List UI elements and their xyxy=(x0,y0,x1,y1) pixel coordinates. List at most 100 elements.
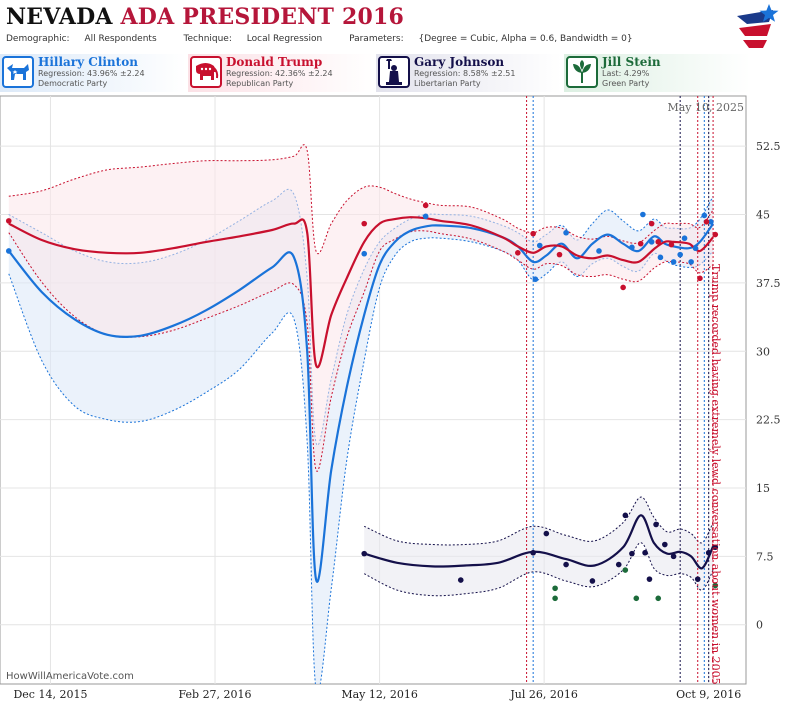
donald-trump-poll-point xyxy=(648,220,655,227)
donkey-icon xyxy=(2,56,34,88)
line-layer xyxy=(7,216,715,583)
x-tick-label: Jul 26, 2016 xyxy=(509,688,578,701)
hillary-clinton-poll-point xyxy=(536,242,543,249)
x-tick-label: May 12, 2016 xyxy=(341,688,418,701)
site-watermark: HowWillAmericaVote.com xyxy=(6,671,134,682)
hillary-clinton-poll-point xyxy=(692,245,699,252)
gary-johnson-poll-point xyxy=(705,549,712,556)
point-layer xyxy=(5,202,719,602)
y-tick-label: 45 xyxy=(756,209,770,222)
legend-trump-stat: Regression: 42.36% ±2.24 xyxy=(226,69,333,78)
hillary-clinton-poll-point xyxy=(629,244,635,251)
statue-of-liberty-icon xyxy=(378,56,410,88)
gary-johnson-regression-line xyxy=(363,514,715,570)
legend-clinton: Hillary Clinton Regression: 43.96% ±2.24… xyxy=(0,54,186,92)
gary-johnson-poll-point xyxy=(662,541,668,548)
hillary-clinton-poll-point xyxy=(361,250,368,257)
y-tick-label: 22.5 xyxy=(756,414,781,427)
legend-trump-party: Republican Party xyxy=(226,79,294,88)
donald-trump-poll-point xyxy=(655,239,662,245)
event-layer xyxy=(526,96,714,684)
parameters-line: Demographic: All Respondents Technique: … xyxy=(6,34,657,44)
legend-stein-party: Green Party xyxy=(602,79,650,88)
donald-trump-confidence-band xyxy=(8,144,714,472)
demographic-value: All Respondents xyxy=(84,34,157,44)
donald-trump-poll-point xyxy=(703,219,710,225)
y-tick-label: 0 xyxy=(756,619,763,632)
jill-stein-poll-point xyxy=(552,585,558,592)
title-contest: ADA PRESIDENT 2016 xyxy=(120,4,404,30)
tick-layer: 0 7.5 15 22.5 30 37.5 45 52.5 Dec 14, 2015 Feb 27… xyxy=(13,140,780,701)
parameters-value: {Degree = Cubic, Alpha = 0.6, Bandwidth … xyxy=(418,34,633,44)
gary-johnson-lower-bound xyxy=(363,542,714,597)
hillary-clinton-poll-point xyxy=(648,239,655,245)
hillary-clinton-poll-point xyxy=(688,259,694,265)
gary-johnson-poll-point xyxy=(629,550,635,557)
jill-stein-poll-point xyxy=(655,595,662,602)
jill-stein-poll-point xyxy=(712,582,719,589)
date-stamp: May 10, 2025 xyxy=(667,101,744,114)
hillary-clinton-poll-point xyxy=(640,211,646,218)
gary-johnson-poll-point xyxy=(712,544,719,551)
parameters-label: Parameters: xyxy=(349,34,404,44)
y-tick-label: 7.5 xyxy=(756,550,774,563)
hillary-clinton-poll-point xyxy=(422,213,429,220)
event-annotation: Trump recorded having extremely lewd con… xyxy=(709,264,722,685)
legend-johnson-stat: Regression: 8.58% ±2.51 xyxy=(414,69,516,78)
x-tick-label: Oct 9, 2016 xyxy=(676,688,741,701)
gary-johnson-poll-point xyxy=(615,561,622,568)
donald-trump-lower-bound xyxy=(8,230,714,472)
leaf-icon xyxy=(566,56,598,88)
x-tick-label: Dec 14, 2015 xyxy=(13,688,87,701)
gary-johnson-poll-point xyxy=(457,577,464,583)
site-logo-icon xyxy=(737,4,779,48)
demographic-label: Demographic: xyxy=(6,34,70,44)
gary-johnson-poll-point xyxy=(361,550,368,557)
gary-johnson-poll-point xyxy=(543,530,550,537)
hillary-clinton-poll-point xyxy=(532,276,539,283)
legend-stein-stat: Last: 4.29% xyxy=(602,69,650,78)
y-tick-label: 52.5 xyxy=(756,140,781,153)
hillary-clinton-regression-line xyxy=(7,222,715,583)
hillary-clinton-poll-point xyxy=(670,259,677,265)
hillary-clinton-poll-point xyxy=(681,235,688,242)
donald-trump-poll-point xyxy=(668,241,675,248)
title-state: NEVADA xyxy=(6,4,113,30)
gary-johnson-poll-point xyxy=(646,576,653,582)
donald-trump-poll-point xyxy=(697,275,703,282)
jill-stein-poll-point xyxy=(622,567,629,573)
y-tick-label: 37.5 xyxy=(756,277,781,290)
legend-stein-name: Jill Stein xyxy=(602,55,661,69)
x-tick-label: Feb 27, 2016 xyxy=(178,688,251,701)
jill-stein-poll-point xyxy=(552,595,558,602)
donald-trump-poll-point xyxy=(515,250,521,256)
hillary-clinton-poll-point xyxy=(657,254,664,261)
donald-trump-poll-point xyxy=(556,251,563,258)
gary-johnson-upper-bound xyxy=(363,496,714,546)
legend-clinton-party: Democratic Party xyxy=(38,79,108,88)
donald-trump-poll-point xyxy=(5,218,12,224)
gary-johnson-poll-point xyxy=(563,561,569,568)
legend-clinton-name: Hillary Clinton xyxy=(38,55,138,69)
donald-trump-poll-point xyxy=(422,202,429,209)
technique-label: Technique: xyxy=(183,34,232,44)
legend-trump-name: Donald Trump xyxy=(226,55,323,69)
legend-johnson-party: Libertarian Party xyxy=(414,79,481,88)
legend-johnson-name: Gary Johnson xyxy=(414,55,505,69)
gary-johnson-poll-point xyxy=(530,549,536,556)
donald-trump-poll-point xyxy=(637,240,644,247)
y-tick-label: 30 xyxy=(756,345,770,358)
hillary-clinton-poll-point xyxy=(677,251,683,258)
hillary-clinton-poll-point xyxy=(596,248,602,254)
gary-johnson-poll-point xyxy=(653,521,659,528)
donald-trump-poll-point xyxy=(712,231,719,238)
donald-trump-poll-point xyxy=(361,220,368,227)
gary-johnson-confidence-band xyxy=(364,497,714,596)
hillary-clinton-poll-point xyxy=(5,248,12,254)
donald-trump-poll-point xyxy=(620,284,626,291)
gary-johnson-poll-point xyxy=(642,549,648,556)
legend-johnson: Gary Johnson Regression: 8.58% ±2.51 Lib… xyxy=(376,54,562,92)
legend-trump: Donald Trump Regression: 42.36% ±2.24 Re… xyxy=(188,54,374,92)
donald-trump-poll-point xyxy=(530,230,536,237)
